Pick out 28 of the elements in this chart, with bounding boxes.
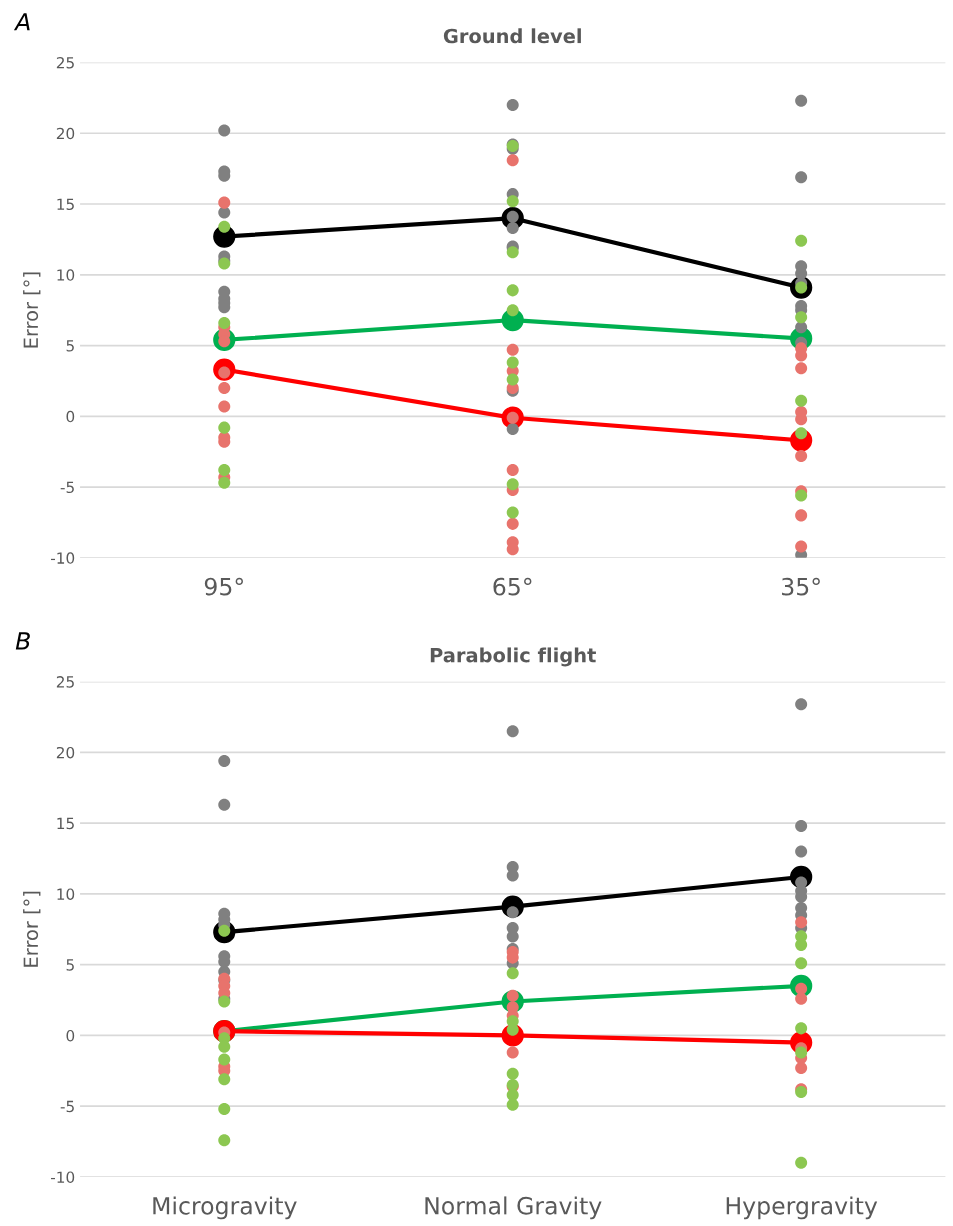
text: B [15,632,30,650]
y-tick-label: -5 [60,481,74,494]
x-tick-label: Microgravity [153,1196,297,1220]
chart-title: Parabolic flight [430,647,596,667]
y-tick-label: 0 [66,410,75,423]
chart-title: Ground level [443,28,581,44]
x-tick-label: Normal Gravity [425,1196,602,1220]
y-tick-label: 15 [57,817,74,830]
text: A [13,13,30,31]
x-tick-label: 65° [493,577,532,596]
y-tick-label: 25 [56,676,74,688]
y-tick-label: 15 [57,198,74,211]
y-tick-label: 25 [56,56,74,69]
y-tick-label: -10 [50,552,75,564]
y-tick-label: 20 [56,127,75,140]
y-tick-label: 10 [57,888,75,900]
x-tick-label: Hypergravity [726,1196,878,1220]
y-tick-label: 20 [56,746,75,759]
y-tick-label: 0 [66,1029,75,1042]
y-axis-title: Error [°] [23,891,41,967]
x-tick-label: 95° [204,577,243,596]
y-axis-title: Error [°] [23,272,41,348]
y-tick-label: 5 [66,340,74,352]
y-tick-label: -10 [50,1171,75,1183]
y-tick-label: 5 [66,959,74,971]
y-tick-label: -5 [60,1100,74,1113]
x-tick-label: 35° [782,577,820,596]
y-tick-label: 10 [57,269,75,281]
